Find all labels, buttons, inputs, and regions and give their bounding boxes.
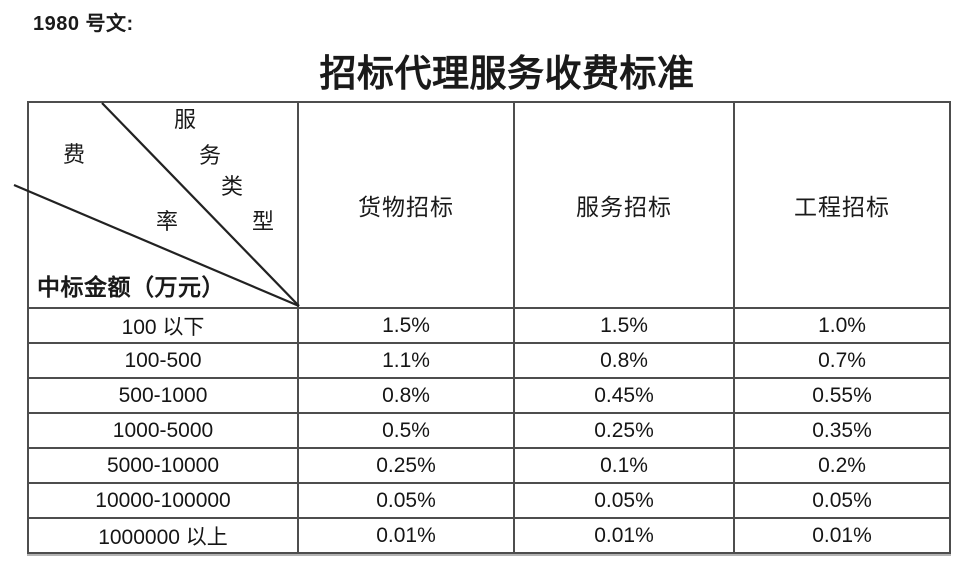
rate-cell: 0.2%: [733, 447, 951, 484]
column-header-goods: 货物招标: [297, 101, 515, 309]
document-ref-number: 1980 号文:: [33, 13, 134, 35]
corner-label-char: 率: [156, 209, 179, 234]
row-range: 500-1000: [27, 377, 299, 414]
corner-label-char: 类: [221, 174, 244, 199]
rate-cell: 1.1%: [297, 342, 515, 379]
column-header-engineering: 工程招标: [733, 101, 951, 309]
rate-cell: 0.1%: [513, 447, 735, 484]
fee-standard-table: 服 务 类 型 费 率 中标金额（万元） 货物招标 服务招标 工程招标 100 …: [13, 101, 951, 554]
corner-header-cell: 服 务 类 型 费 率 中标金额（万元）: [13, 101, 300, 309]
page-title: 招标代理服务收费标准: [319, 54, 695, 95]
rate-cell: 0.8%: [513, 342, 735, 379]
column-header-services: 服务招标: [513, 101, 735, 309]
row-range: 1000000 以上: [27, 517, 299, 554]
rate-cell: 0.45%: [513, 377, 735, 414]
rate-cell: 0.55%: [733, 377, 951, 414]
row-range: 100 以下: [27, 307, 299, 344]
table-row: 100 以下 1.5% 1.5% 1.0%: [27, 307, 951, 344]
corner-label-char: 费: [63, 142, 86, 167]
rate-cell: 0.05%: [297, 482, 515, 519]
row-range: 10000-100000: [27, 482, 299, 519]
rate-cell: 0.01%: [297, 517, 515, 554]
table-row: 1000-5000 0.5% 0.25% 0.35%: [27, 412, 951, 449]
corner-label-char: 服: [174, 107, 197, 132]
rate-cell: 0.25%: [297, 447, 515, 484]
table-row: 5000-10000 0.25% 0.1% 0.2%: [27, 447, 951, 484]
rate-cell: 1.0%: [733, 307, 951, 344]
corner-label-char: 务: [199, 143, 222, 168]
rate-cell: 0.01%: [733, 517, 951, 554]
corner-label-char: 型: [252, 209, 275, 234]
rate-cell: 0.35%: [733, 412, 951, 449]
rate-cell: 1.5%: [513, 307, 735, 344]
corner-amount-label: 中标金额（万元）: [37, 275, 225, 300]
fee-table-body: 100 以下 1.5% 1.5% 1.0% 100-500 1.1% 0.8% …: [27, 307, 951, 554]
rate-cell: 0.5%: [297, 412, 515, 449]
rate-cell: 0.8%: [297, 377, 515, 414]
table-header-row: 服 务 类 型 费 率 中标金额（万元） 货物招标 服务招标 工程招标: [13, 101, 951, 309]
rate-cell: 0.7%: [733, 342, 951, 379]
rate-cell: 0.01%: [513, 517, 735, 554]
rate-cell: 1.5%: [297, 307, 515, 344]
row-range: 100-500: [27, 342, 299, 379]
rate-cell: 0.25%: [513, 412, 735, 449]
table-row: 1000000 以上 0.01% 0.01% 0.01%: [27, 517, 951, 554]
table-row: 500-1000 0.8% 0.45% 0.55%: [27, 377, 951, 414]
table-row: 100-500 1.1% 0.8% 0.7%: [27, 342, 951, 379]
rate-cell: 0.05%: [733, 482, 951, 519]
row-range: 1000-5000: [27, 412, 299, 449]
row-range: 5000-10000: [27, 447, 299, 484]
rate-cell: 0.05%: [513, 482, 735, 519]
table-row: 10000-100000 0.05% 0.05% 0.05%: [27, 482, 951, 519]
